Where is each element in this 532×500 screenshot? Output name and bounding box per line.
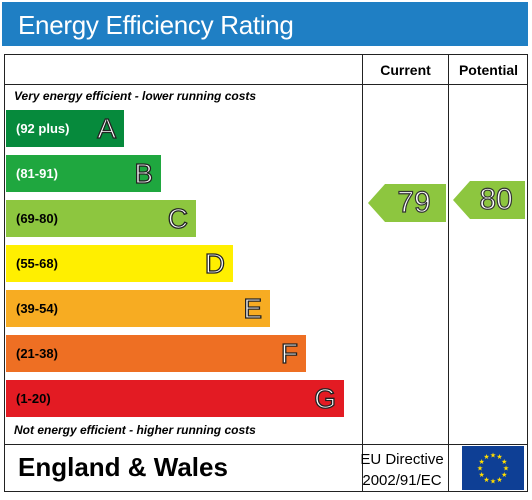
band-g: (1-20) G [6,380,344,417]
eu-star-icon: ★ [479,471,485,479]
eu-star-icon: ★ [483,476,489,484]
eu-star-icon: ★ [477,465,483,473]
title-bar: Energy Efficiency Rating [2,2,528,46]
band-letter: A [97,112,117,144]
current-rating-value: 79 [397,185,432,219]
band-letter: E [243,292,263,324]
potential-rating-value: 80 [479,182,514,216]
band-range: (92 plus) [16,121,70,136]
band-letter: C [167,202,189,234]
band-letter: G [314,382,337,414]
band-c: (69-80) C [6,200,196,237]
page-title: Energy Efficiency Rating [18,10,294,40]
directive-line-1: EU Directive [360,451,444,468]
header-divider [4,84,528,85]
rating-frame [4,54,528,492]
current-column-header: Current [380,62,431,78]
eu-star-icon: ★ [490,452,496,460]
eu-star-icon: ★ [496,476,502,484]
band-range: (1-20) [16,391,51,406]
current-column-divider [362,54,363,492]
eu-star-icon: ★ [483,453,489,461]
eu-flag-icon: ★ ★ ★ ★ ★ ★ ★ ★ ★ ★ ★ ★ [462,446,524,490]
band-range: (69-80) [16,211,58,226]
band-b: (81-91) B [6,155,161,192]
arrow-shape [453,181,525,219]
eu-star-icon: ★ [490,478,496,486]
eu-star-icon: ★ [503,465,509,473]
eu-star-icon: ★ [501,458,507,466]
band-range: (21-38) [16,346,58,361]
band-letter: F [280,337,298,369]
eu-star-icon: ★ [501,471,507,479]
band-e: (39-54) E [6,290,270,327]
potential-rating-arrow: 80 [453,181,525,219]
region-label: England & Wales [18,452,228,482]
band-a: (92 plus) A [6,110,124,147]
band-letter: B [134,157,154,189]
band-letter: D [204,247,226,279]
band-f: (21-38) F [6,335,306,372]
eu-stars: ★ ★★★★★★★★★★★ [477,452,509,486]
arrow-shape [368,184,446,222]
band-range: (81-91) [16,166,58,181]
directive-line-2: 2002/91/EC [362,472,442,489]
potential-column-divider [448,54,449,492]
eu-star-icon: ★ [479,458,485,466]
band-d: (55-68) D [6,245,233,282]
eu-star-icon: ★ [496,453,502,461]
top-note: Very energy efficient - lower running co… [14,89,257,103]
potential-column-header: Potential [458,62,519,78]
band-range: (55-68) [16,256,58,271]
bottom-note: Not energy efficient - higher running co… [14,423,256,437]
current-rating-arrow: 79 [368,184,446,222]
band-range: (39-54) [16,301,58,316]
footer-divider [4,444,528,445]
